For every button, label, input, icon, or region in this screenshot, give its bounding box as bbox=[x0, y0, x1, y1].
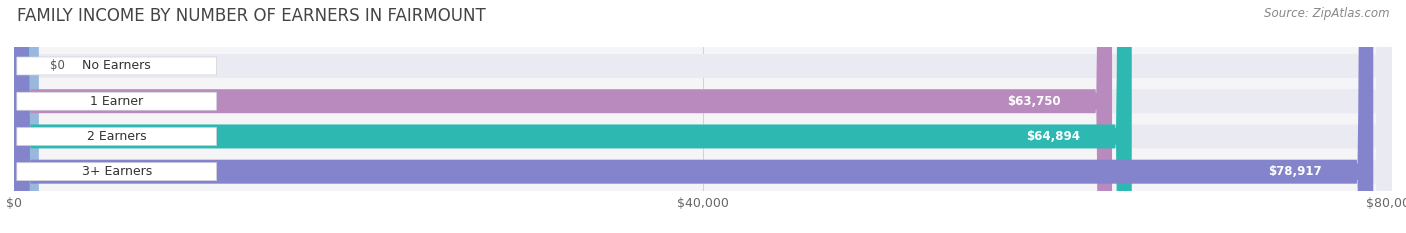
Text: $78,917: $78,917 bbox=[1268, 165, 1322, 178]
Text: 1 Earner: 1 Earner bbox=[90, 95, 143, 108]
FancyBboxPatch shape bbox=[17, 127, 217, 145]
FancyBboxPatch shape bbox=[977, 128, 1129, 145]
FancyBboxPatch shape bbox=[17, 92, 217, 110]
Text: 2 Earners: 2 Earners bbox=[87, 130, 146, 143]
Text: FAMILY INCOME BY NUMBER OF EARNERS IN FAIRMOUNT: FAMILY INCOME BY NUMBER OF EARNERS IN FA… bbox=[17, 7, 485, 25]
Text: $64,894: $64,894 bbox=[1026, 130, 1080, 143]
FancyBboxPatch shape bbox=[14, 0, 39, 233]
FancyBboxPatch shape bbox=[1219, 164, 1371, 180]
Text: 3+ Earners: 3+ Earners bbox=[82, 165, 152, 178]
FancyBboxPatch shape bbox=[14, 0, 1392, 233]
Text: No Earners: No Earners bbox=[83, 59, 150, 72]
Text: Source: ZipAtlas.com: Source: ZipAtlas.com bbox=[1264, 7, 1389, 20]
FancyBboxPatch shape bbox=[14, 0, 1112, 233]
FancyBboxPatch shape bbox=[957, 93, 1109, 109]
Text: $0: $0 bbox=[51, 59, 65, 72]
FancyBboxPatch shape bbox=[17, 163, 217, 181]
FancyBboxPatch shape bbox=[14, 0, 1392, 233]
FancyBboxPatch shape bbox=[17, 57, 217, 75]
FancyBboxPatch shape bbox=[14, 0, 1392, 233]
FancyBboxPatch shape bbox=[14, 0, 1392, 233]
FancyBboxPatch shape bbox=[14, 0, 1374, 233]
FancyBboxPatch shape bbox=[14, 0, 1132, 233]
Text: $63,750: $63,750 bbox=[1007, 95, 1060, 108]
